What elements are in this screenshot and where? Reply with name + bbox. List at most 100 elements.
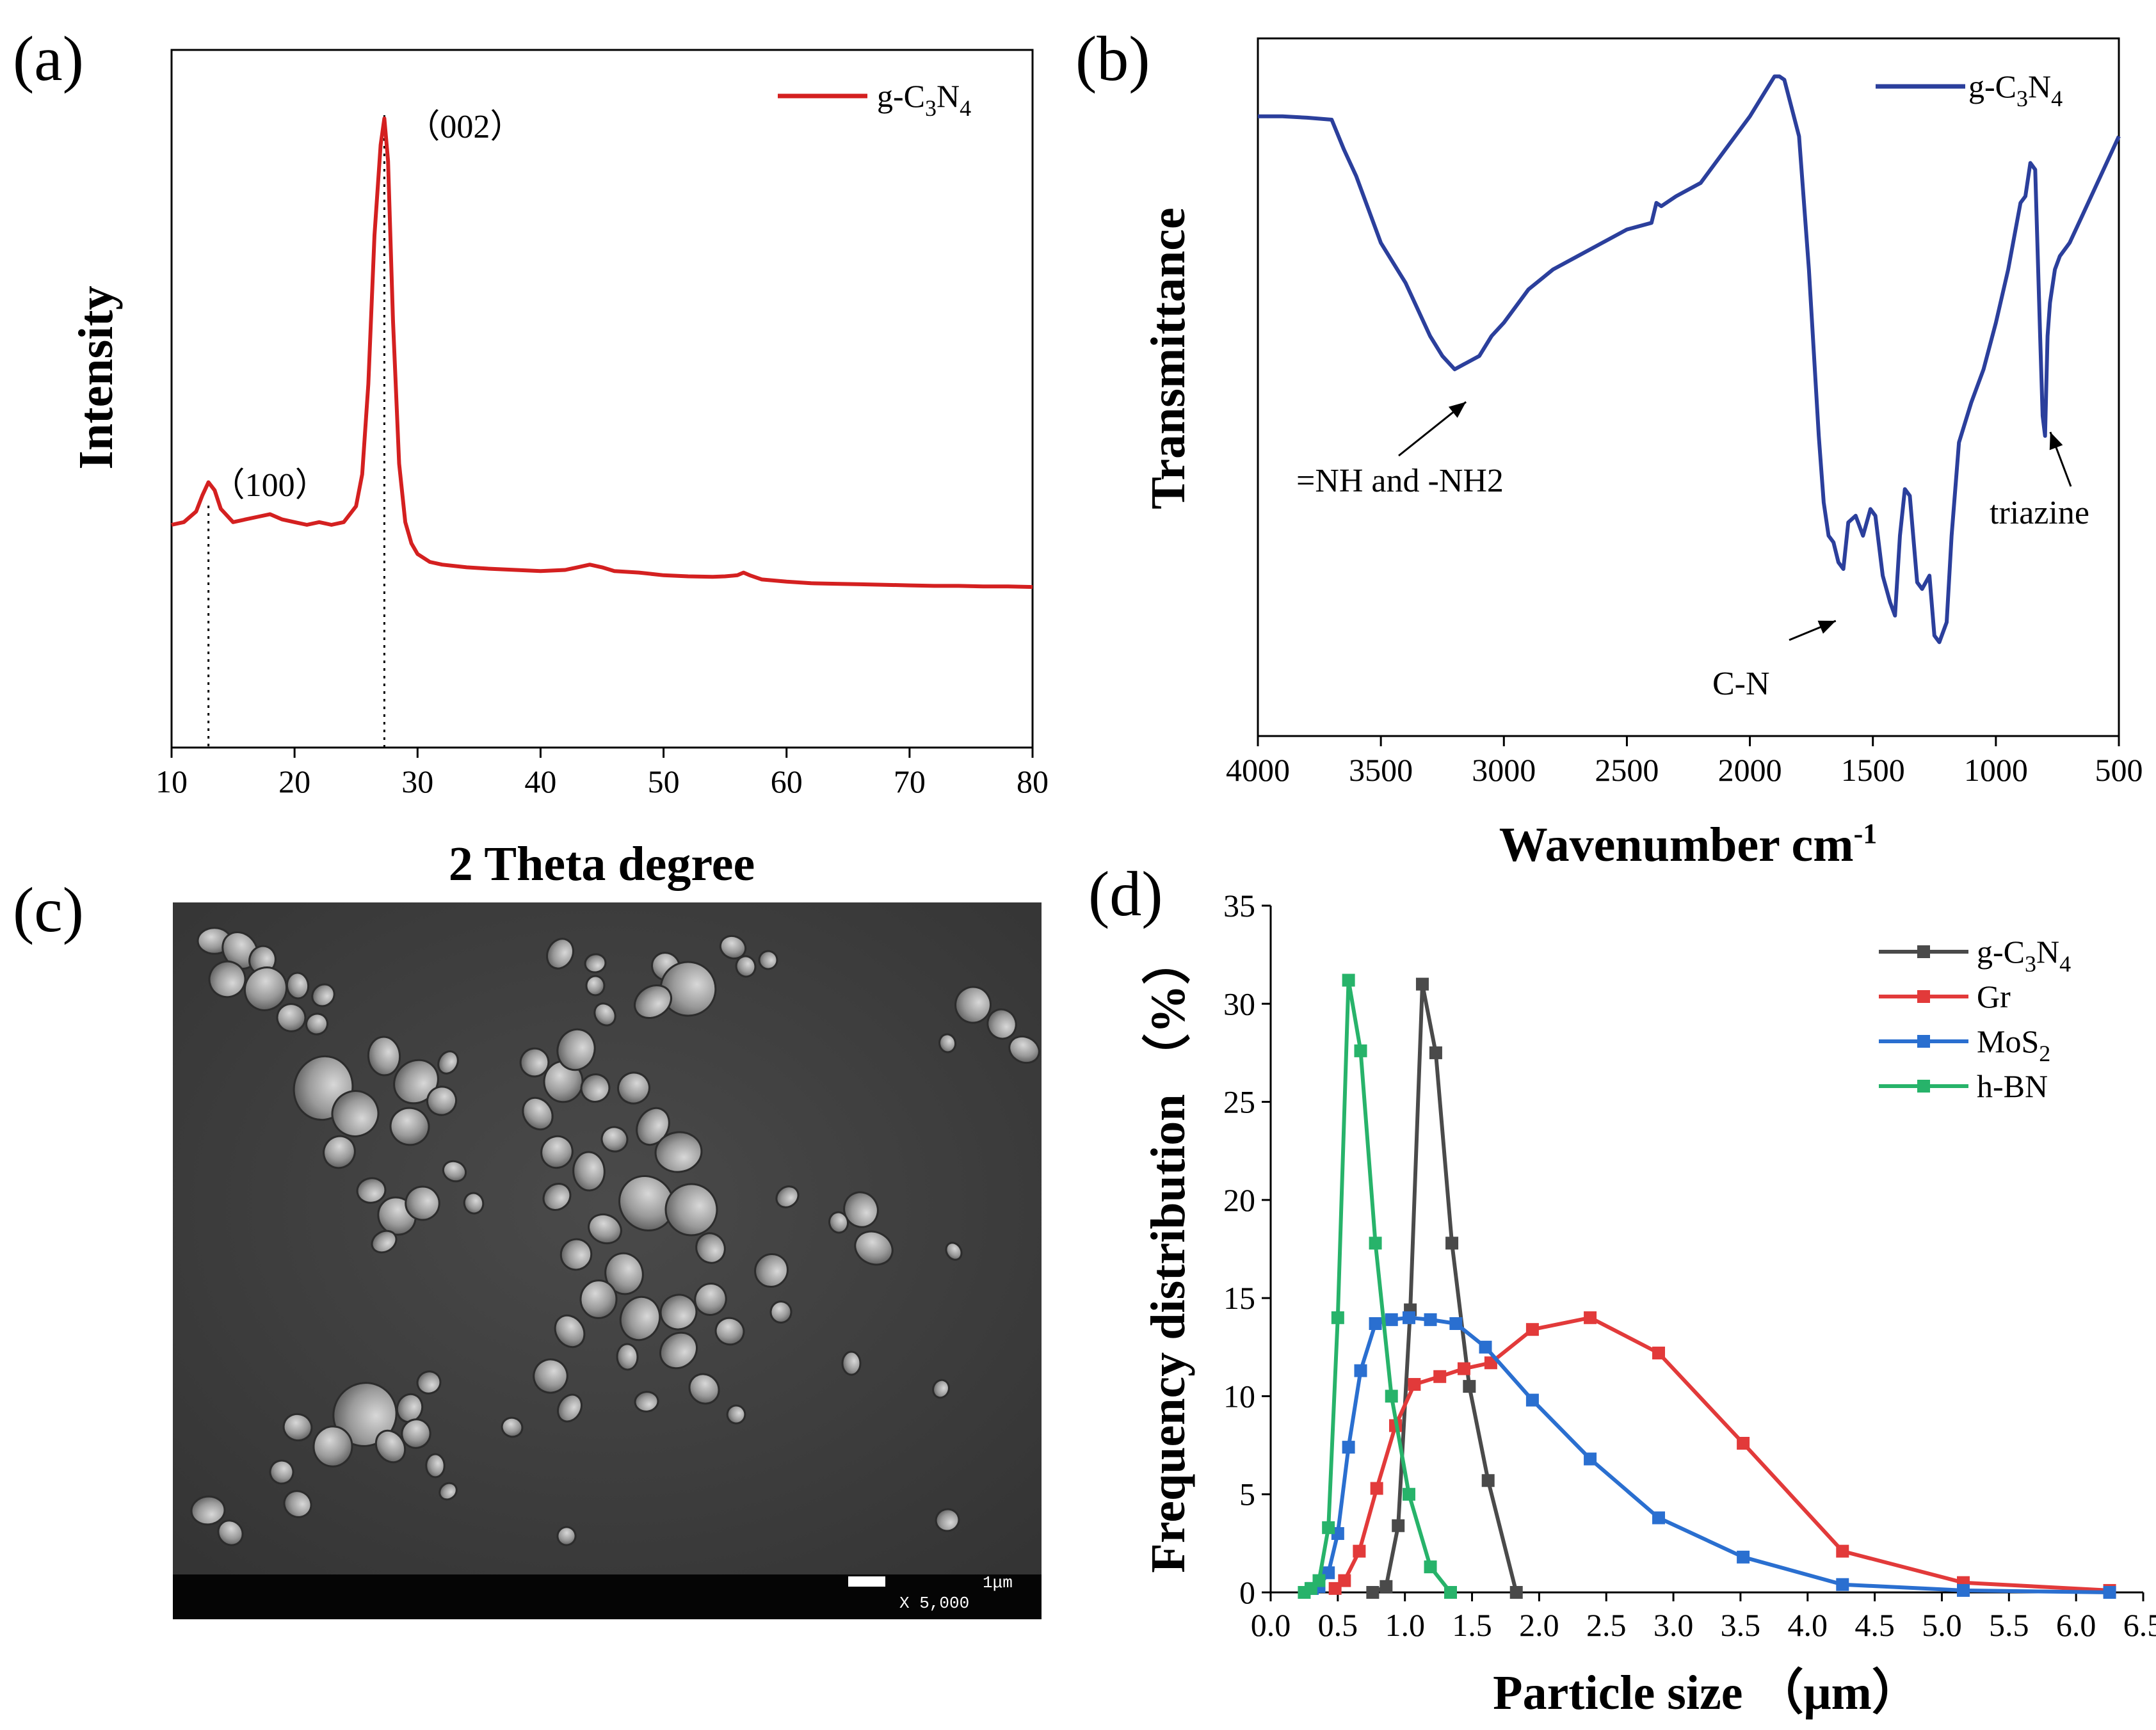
- psd-point: [1385, 1313, 1398, 1326]
- psd-x-tick-label: 5.0: [1922, 1607, 1962, 1643]
- panel-label-a: (a): [13, 23, 84, 94]
- psd-point: [1584, 1452, 1597, 1466]
- sem-particle: [556, 1028, 596, 1071]
- psd-y-tick-label: 15: [1223, 1280, 1255, 1316]
- sem-particle: [437, 1050, 459, 1075]
- sem-particle: [828, 1211, 849, 1234]
- xrd-x-tick-label: 70: [894, 764, 926, 799]
- xrd-series-line: [171, 116, 1033, 589]
- sem-particle: [654, 1131, 703, 1173]
- sem-particle: [841, 1350, 862, 1376]
- psd-point: [1836, 1578, 1849, 1591]
- psd-point: [1402, 1311, 1415, 1324]
- sem-particle: [659, 1331, 698, 1370]
- sem-particle: [542, 1183, 572, 1211]
- sem-particle: [401, 1418, 431, 1449]
- psd-point: [1342, 1441, 1355, 1454]
- psd-point: [1408, 1378, 1421, 1391]
- xrd-annotations: （100） （002）: [212, 109, 524, 504]
- sem-particle: [540, 1135, 574, 1169]
- psd-point: [1957, 1583, 1970, 1597]
- psd-point: [1342, 973, 1355, 987]
- psd-legend-item: Gr: [1879, 979, 2011, 1014]
- sem-image: 1μm X 5,000: [173, 902, 1042, 1619]
- psd-point: [1457, 1362, 1470, 1375]
- psd-point: [1370, 1482, 1383, 1495]
- psd-point: [1354, 1044, 1367, 1057]
- sem-particle: [579, 1279, 618, 1319]
- psd-point: [1424, 1313, 1437, 1326]
- psd-point: [1525, 1323, 1539, 1336]
- sem-particle: [954, 986, 992, 1024]
- psd-point: [1737, 1437, 1750, 1450]
- psd-series-line: [1303, 978, 1452, 1594]
- psd-series-3: [1298, 973, 1457, 1599]
- sem-particle: [617, 1071, 650, 1105]
- sem-particle: [501, 1416, 524, 1438]
- sem-particle: [593, 1002, 616, 1027]
- ftir-x-tick-label: 500: [2095, 752, 2143, 788]
- ftir-legend-label: g-C3N4: [1968, 68, 2063, 111]
- ftir-x-tick-label: 1000: [1964, 752, 2028, 788]
- sem-particles: [190, 927, 1040, 1546]
- psd-point: [1353, 1544, 1366, 1558]
- ftir-annotation-triazine: triazine: [1990, 495, 2089, 531]
- psd-y-tick-label: 5: [1239, 1477, 1255, 1512]
- xrd-x-ticks: 10 20 30 40 50 60 70 80: [156, 748, 1049, 799]
- psd-y-tick-label: 0: [1239, 1574, 1255, 1610]
- ftir-x-tick-label: 3500: [1349, 752, 1413, 788]
- sem-particle: [463, 1192, 485, 1215]
- psd-legend-marker: [1917, 1080, 1930, 1093]
- sem-magnification: X 5,000: [899, 1594, 969, 1613]
- sem-particle: [374, 1429, 406, 1464]
- sem-particle: [688, 1373, 720, 1405]
- psd-series-0: [1366, 977, 1523, 1599]
- psd-point: [1369, 1237, 1382, 1250]
- psd-point: [1366, 1586, 1380, 1599]
- psd-legend-marker: [1917, 990, 1930, 1003]
- psd-point: [1836, 1544, 1849, 1558]
- sem-particle: [331, 1090, 380, 1137]
- psd-point: [1402, 1487, 1415, 1501]
- psd-point: [1338, 1574, 1351, 1587]
- psd-point: [1385, 1390, 1398, 1403]
- sem-particle: [714, 1317, 745, 1346]
- sem-particle: [416, 1370, 442, 1395]
- sem-particle: [311, 983, 335, 1007]
- psd-point: [1380, 1580, 1393, 1593]
- ftir-arrow-triazine-head: [2049, 432, 2063, 451]
- sem-particle: [1008, 1035, 1040, 1064]
- sem-particle: [986, 1008, 1017, 1040]
- xrd-peak-guides: [207, 115, 385, 748]
- psd-x-tick-label: 0.5: [1318, 1607, 1358, 1643]
- xrd-x-tick-label: 40: [524, 764, 556, 799]
- ftir-x-axis-title: Wavenumber cm-1: [1499, 818, 1877, 872]
- sem-particle: [276, 1003, 307, 1032]
- psd-point: [1322, 1521, 1335, 1534]
- ftir-arrow-cn-head: [1817, 620, 1836, 634]
- psd-point: [1445, 1237, 1459, 1250]
- psd-point: [1392, 1519, 1405, 1532]
- psd-point: [1652, 1511, 1666, 1525]
- psd-point: [1429, 1046, 1442, 1059]
- sem-particle: [695, 1232, 726, 1264]
- psd-point: [1415, 977, 1429, 991]
- sem-particle: [945, 1242, 963, 1261]
- psd-x-tick-label: 4.5: [1854, 1607, 1895, 1643]
- psd-series-line: [1372, 982, 1518, 1594]
- psd-series-1: [1328, 1311, 2116, 1597]
- psd-x-axis-title: Particle size （μm）: [1493, 1666, 1920, 1720]
- sem-particle: [572, 1151, 606, 1192]
- xrd-x-axis-title: 2 Theta degree: [449, 837, 755, 891]
- ftir-chart: 4000 3500 3000 2500 2000 1500 1000 500 =NH and …: [1141, 37, 2143, 872]
- psd-point: [1369, 1317, 1382, 1330]
- sem-particle: [616, 1343, 639, 1371]
- ftir-annotation-cn: C-N: [1712, 666, 1770, 702]
- psd-point: [1525, 1393, 1539, 1407]
- psd-x-tick-label: 6.0: [2056, 1607, 2096, 1643]
- sem-particle: [519, 1047, 550, 1078]
- psd-point: [1509, 1586, 1523, 1599]
- psd-legend-label: g-C3N4: [1977, 934, 2071, 977]
